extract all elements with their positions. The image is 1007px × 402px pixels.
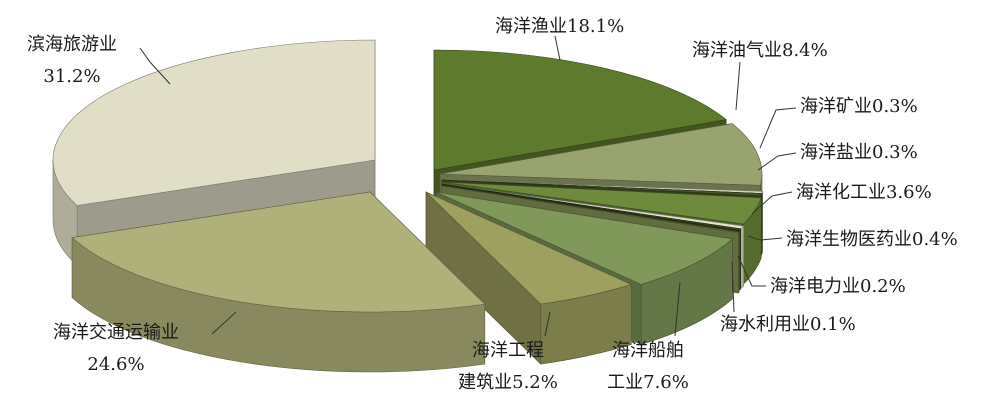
slice-label-11-line-1: 海洋交通运输业 — [53, 322, 179, 343]
slice-label-11-line-2: 24.6% — [87, 354, 144, 375]
pie-labels: 海洋渔业18.1% 海洋油气业8.4% 海洋矿业0.3% 海洋盐业0.3% 海洋化工业3… — [27, 16, 958, 393]
leader-line-8 — [731, 261, 735, 313]
slice-label-1: 海洋渔业18.1% — [495, 16, 624, 37]
leader-line-3 — [759, 107, 797, 149]
slice-label-2: 海洋油气业8.4% — [692, 40, 828, 61]
pie-slice-10 — [425, 191, 633, 365]
slice-label-9-line-1: 海洋船舶 — [612, 340, 684, 361]
slice-label-8: 海水利用业0.1% — [720, 314, 856, 335]
slice-label-5: 海洋化工业3.6% — [796, 182, 932, 203]
leader-line-9 — [674, 281, 681, 337]
pie-slice-11 — [71, 191, 486, 373]
leader-line-2 — [735, 61, 741, 111]
leader-line-12 — [139, 47, 171, 85]
leader-line-1 — [554, 35, 561, 61]
slice-label-7: 海洋电力业0.2% — [770, 276, 906, 297]
leader-line-7 — [737, 255, 766, 287]
leader-line-6 — [747, 235, 783, 241]
pie-slices — [52, 39, 763, 373]
leader-line-5 — [751, 191, 793, 215]
slice-label-6: 海洋生物医药业0.4% — [786, 229, 958, 250]
slice-label-12-line-2: 31.2% — [43, 66, 100, 87]
leader-line-4 — [757, 152, 797, 171]
leader-line-11 — [211, 311, 237, 335]
slice-label-9-line-2: 工业7.6% — [607, 372, 689, 393]
slice-label-12-line-1: 滨海旅游业 — [27, 34, 117, 55]
slice-label-10-line-2: 建筑业5.2% — [458, 372, 558, 393]
leader-line-10 — [544, 311, 551, 337]
slice-label-10-line-1: 海洋工程 — [472, 340, 544, 361]
slice-label-3: 海洋矿业0.3% — [800, 96, 918, 117]
slice-label-4: 海洋盐业0.3% — [800, 142, 918, 163]
